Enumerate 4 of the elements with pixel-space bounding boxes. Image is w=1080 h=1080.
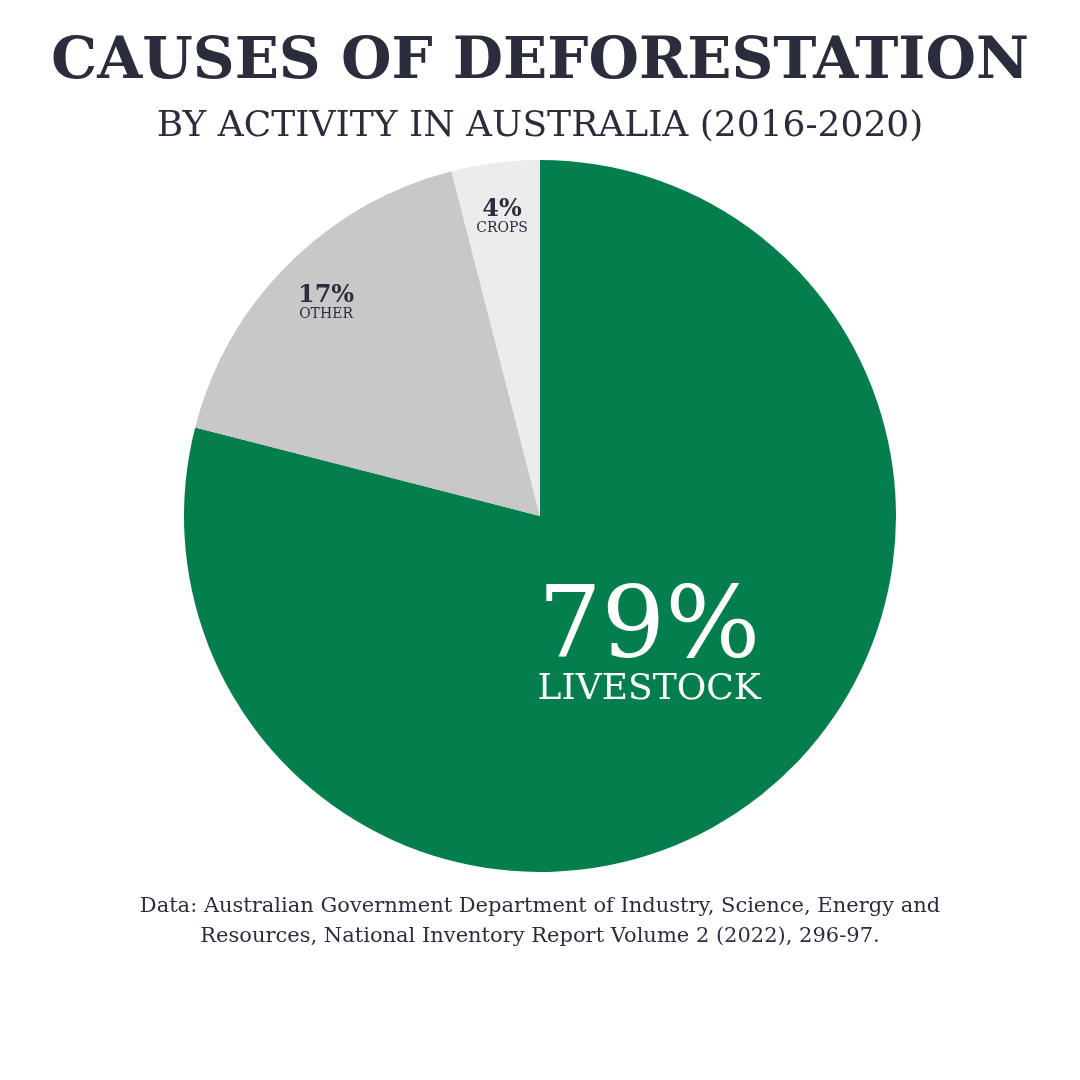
chart-subtitle: BY ACTIVITY IN AUSTRALIA (2016-2020) — [155, 102, 925, 146]
slice-label: OTHER — [299, 305, 354, 322]
text: Data: Australian Government Department of Industry, Science, Energy and Resources, National Inventory Report Volume 2 (2022), 296-97. — [138, 892, 942, 949]
chart-title: CAUSES OF DEFORESTATION — [50, 23, 1030, 94]
